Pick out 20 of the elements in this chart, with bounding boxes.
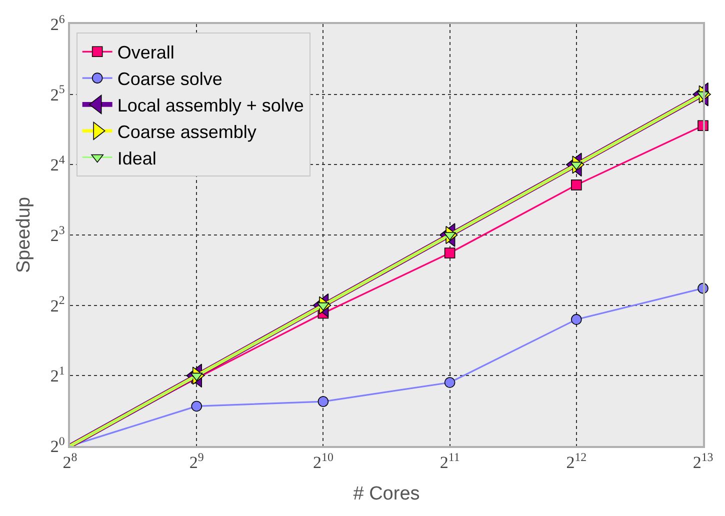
y-tick-label: 2$^{2}$: [50, 293, 65, 316]
y-tick-label: 2$^{6}$: [50, 12, 65, 34]
x-tick-label: 2$^{9}$: [189, 450, 204, 472]
legend-label: Coarse solve: [117, 69, 222, 90]
x-tick-label: 2$^{13}$: [692, 450, 714, 472]
y-axis-title: Speedup: [14, 196, 35, 274]
y-tick-label: 2$^{3}$: [50, 222, 65, 245]
x-tick-label: 2$^{8}$: [62, 450, 78, 472]
y-tick-label: 2$^{5}$: [50, 82, 65, 104]
y-tick-label: 2$^{1}$: [50, 363, 65, 386]
x-tick-label: 2$^{10}$: [313, 450, 334, 472]
legend-label: Ideal: [117, 148, 156, 168]
legend-label: Coarse assembly: [117, 122, 256, 142]
legend-label: Local assembly + solve: [117, 95, 304, 116]
x-tick-label: 2$^{12}$: [566, 450, 587, 472]
y-tick-label: 2$^{0}$: [50, 434, 65, 456]
legend-label: Overall: [117, 42, 174, 63]
y-tick-label: 2$^{4}$: [50, 152, 65, 175]
x-tick-label: 2$^{11}$: [440, 450, 460, 472]
x-axis-title: # Cores: [353, 483, 420, 504]
